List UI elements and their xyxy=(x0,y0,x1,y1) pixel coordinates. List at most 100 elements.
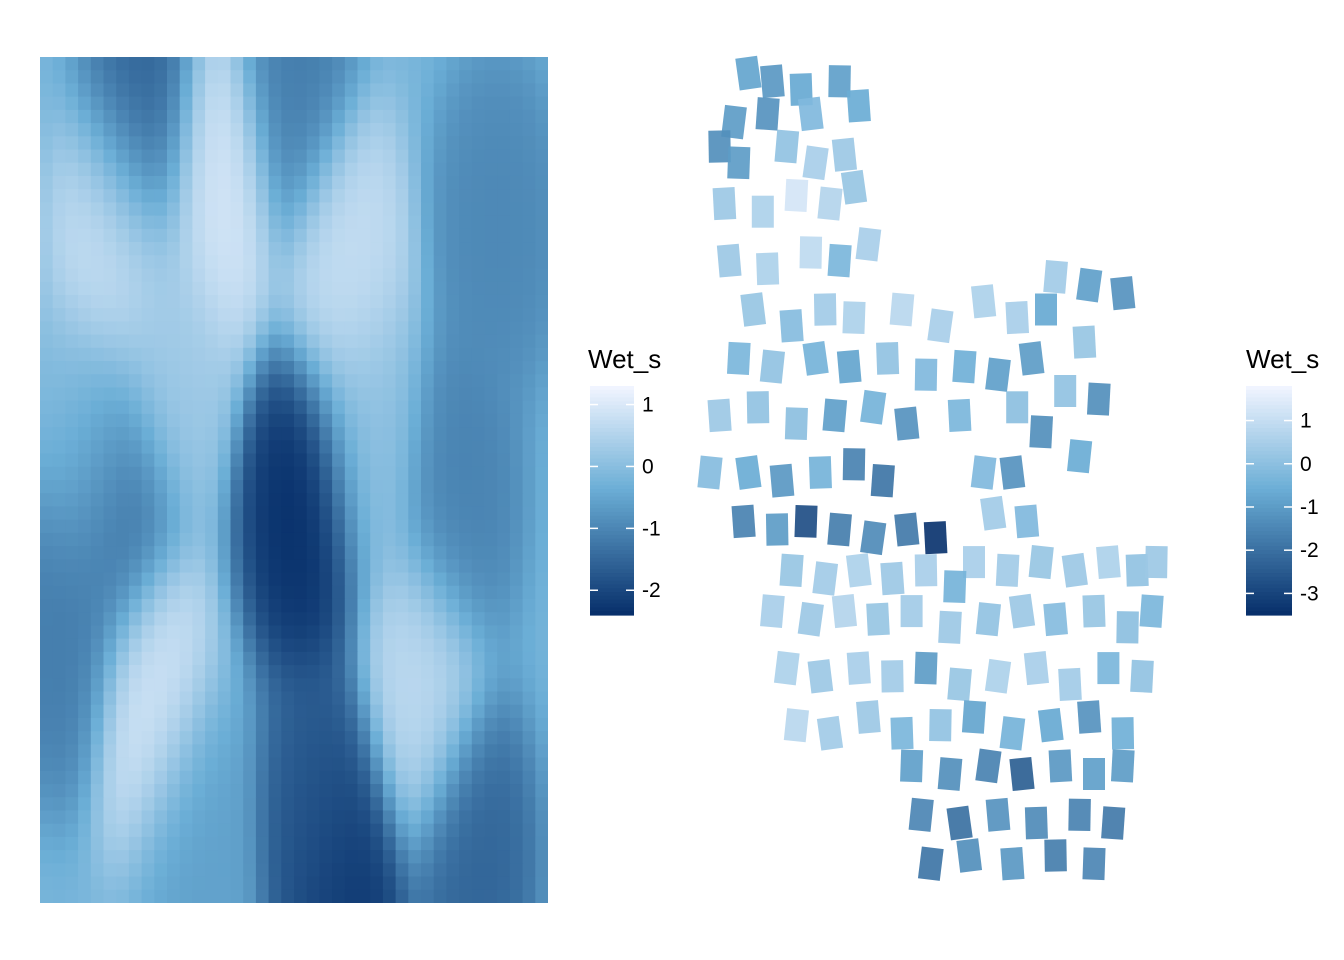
colorbar-step xyxy=(1246,519,1292,524)
heatmap-cell xyxy=(535,810,548,825)
heatmap-cell xyxy=(40,374,54,389)
heatmap-cell xyxy=(217,625,232,640)
heatmap-cell xyxy=(433,440,447,455)
heatmap-cell xyxy=(179,228,193,243)
heatmap-cell xyxy=(294,598,308,613)
heatmap-cell xyxy=(433,57,447,71)
heatmap-cell xyxy=(459,797,473,812)
heatmap-cell xyxy=(306,255,320,270)
heatmap-cell xyxy=(154,347,168,362)
heatmap-cell xyxy=(40,96,54,111)
heatmap-cell xyxy=(255,717,270,732)
heatmap-cell xyxy=(141,374,155,389)
colorbar-step xyxy=(590,603,634,608)
heatmap-cell xyxy=(497,413,511,428)
heatmap-cell xyxy=(446,109,460,124)
heatmap-cell xyxy=(154,744,168,759)
heatmap-cell xyxy=(535,585,548,600)
heatmap-cell xyxy=(319,784,333,798)
heatmap-cell xyxy=(179,651,193,666)
heatmap-cell xyxy=(192,757,206,772)
heatmap-cell xyxy=(433,268,447,283)
heatmap-cell xyxy=(90,228,105,243)
heatmap-cell xyxy=(255,731,270,745)
heatmap-cell xyxy=(217,612,232,627)
heatmap-cell xyxy=(179,149,193,164)
heatmap-cell xyxy=(408,453,422,468)
scatter-tile xyxy=(1066,439,1093,474)
heatmap-cell xyxy=(344,823,359,838)
colorbar-step xyxy=(1246,546,1292,551)
heatmap-cell xyxy=(128,519,143,534)
heatmap-cell xyxy=(509,334,524,349)
heatmap-cell xyxy=(65,757,79,772)
heatmap-cell xyxy=(433,863,447,878)
colorbar-step xyxy=(1246,412,1292,418)
heatmap-cell xyxy=(421,810,435,825)
heatmap-cell xyxy=(357,625,371,640)
heatmap-cell xyxy=(395,651,409,666)
heatmap-cell xyxy=(344,294,359,309)
colorbar-step xyxy=(1246,458,1292,463)
heatmap-cell xyxy=(306,678,320,693)
heatmap-cell xyxy=(217,466,232,481)
heatmap-cell xyxy=(484,149,498,164)
heatmap-cell xyxy=(243,784,257,798)
heatmap-cell xyxy=(205,717,219,732)
heatmap-cell xyxy=(446,546,460,560)
heatmap-cell xyxy=(90,731,105,745)
scatter-tile xyxy=(773,650,800,686)
heatmap-cell xyxy=(509,532,524,547)
colorbar-step xyxy=(1246,538,1292,544)
heatmap-cell xyxy=(433,876,447,891)
heatmap-cell xyxy=(370,691,384,706)
heatmap-plot xyxy=(40,57,548,903)
heatmap-cell xyxy=(319,83,333,98)
heatmap-cell xyxy=(497,175,511,190)
heatmap-cell xyxy=(90,797,105,812)
heatmap-cell xyxy=(230,308,244,322)
heatmap-cell xyxy=(408,96,422,111)
heatmap-cell xyxy=(522,175,536,190)
heatmap-cell xyxy=(268,109,282,124)
heatmap-cell xyxy=(179,308,193,322)
colorbar-step xyxy=(590,469,634,475)
heatmap-cell xyxy=(344,757,359,772)
heatmap-cell xyxy=(421,57,435,71)
heatmap-cell xyxy=(370,427,384,441)
heatmap-cell xyxy=(40,625,54,640)
heatmap-cell xyxy=(78,572,92,587)
heatmap-cell xyxy=(509,70,524,85)
heatmap-cell xyxy=(306,585,320,600)
scatter-tile xyxy=(708,130,731,163)
heatmap-cell xyxy=(344,453,359,468)
heatmap-cell xyxy=(90,136,105,151)
heatmap-cell xyxy=(522,427,536,441)
heatmap-cell xyxy=(357,572,371,587)
heatmap-cell xyxy=(509,175,524,190)
heatmap-cell xyxy=(128,162,143,177)
heatmap-cell xyxy=(509,717,524,732)
heatmap-cell xyxy=(459,136,473,151)
heatmap-cell xyxy=(103,242,117,256)
heatmap-cell xyxy=(344,678,359,693)
heatmap-cell xyxy=(484,850,498,864)
heatmap-cell xyxy=(522,770,536,785)
heatmap-cell xyxy=(484,731,498,745)
heatmap-cell xyxy=(509,215,524,230)
heatmap-cell xyxy=(421,308,435,322)
scatter-tile xyxy=(963,546,985,579)
heatmap-cell xyxy=(205,466,219,481)
heatmap-cell xyxy=(433,413,447,428)
heatmap-cell xyxy=(382,70,397,85)
heatmap-cell xyxy=(78,83,92,98)
scatter-tile xyxy=(980,495,1007,531)
heatmap-cell xyxy=(497,361,511,375)
heatmap-cell xyxy=(344,361,359,375)
heatmap-cell xyxy=(281,123,295,137)
heatmap-cell xyxy=(103,109,117,124)
heatmap-cell xyxy=(433,334,447,349)
colorbar-step xyxy=(590,489,634,494)
heatmap-cell xyxy=(90,374,105,389)
heatmap-cell xyxy=(408,836,422,851)
